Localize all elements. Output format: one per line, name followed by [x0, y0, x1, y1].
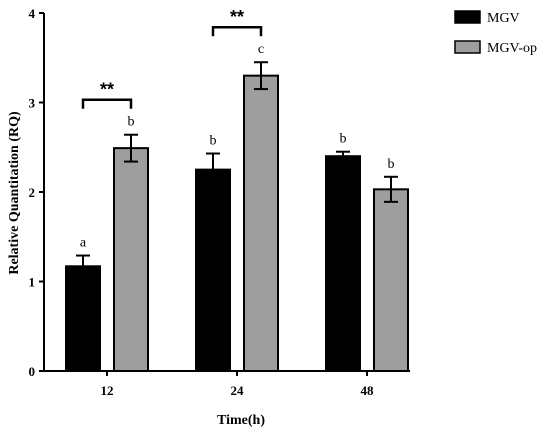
significance-letter: b: [210, 134, 217, 149]
y-axis-title: Relative Quantitation (RQ): [7, 111, 22, 275]
annotations: a b ** b c ** b b: [80, 7, 395, 250]
bars: [65, 61, 409, 373]
significance-bracket: [211, 25, 263, 37]
bar-mgv-op-24: [243, 74, 279, 373]
y-tick-label: 3: [29, 96, 36, 111]
significance-bracket: [81, 98, 133, 109]
x-tick-label: 48: [361, 383, 375, 398]
legend-swatch-mgv-op: [454, 40, 481, 54]
bar-mgv-48: [325, 155, 361, 372]
legend-label-mgv-op: MGV-op: [487, 41, 537, 56]
y-tick-label: 2: [29, 185, 36, 200]
x-tick-label: 24: [231, 383, 245, 398]
y-tick-label: 4: [29, 6, 36, 21]
significance-letter: a: [80, 236, 87, 251]
significance-stars: **: [230, 7, 244, 27]
significance-letter: b: [128, 115, 135, 130]
bar-mgv-op-48: [373, 188, 409, 372]
significance-letter: b: [388, 157, 395, 172]
significance-letter: c: [258, 42, 264, 57]
y-tick-label: 0: [29, 364, 36, 379]
bar-mgv-24: [195, 168, 231, 372]
x-tick-label: 12: [101, 383, 114, 398]
legend: MGV MGV-op: [454, 10, 537, 56]
bar-mgv-op-12: [113, 147, 149, 372]
significance-letter: b: [340, 132, 347, 147]
x-axis-title: Time(h): [217, 413, 265, 428]
significance-stars: **: [100, 80, 114, 100]
legend-label-mgv: MGV: [487, 11, 520, 26]
y-tick-label: 1: [29, 275, 36, 290]
bar-mgv-12: [65, 265, 101, 372]
legend-swatch-mgv: [454, 10, 481, 24]
